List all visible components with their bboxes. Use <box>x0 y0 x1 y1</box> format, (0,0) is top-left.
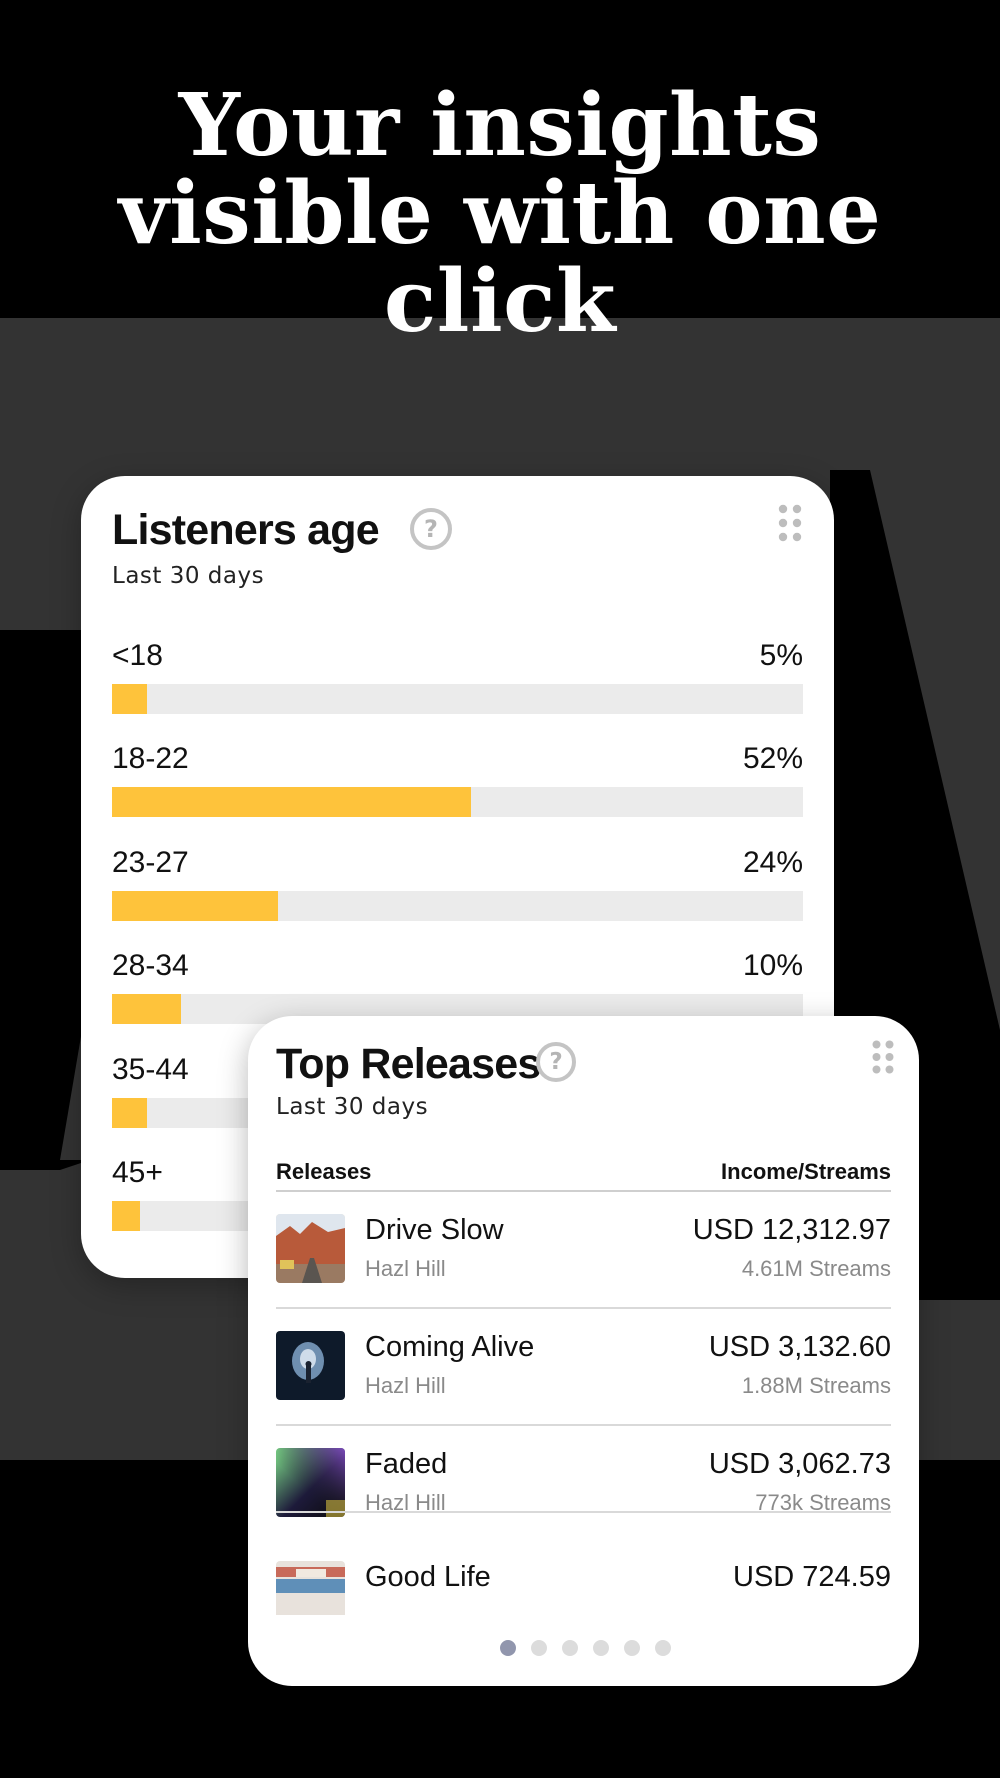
pagination-dot[interactable] <box>500 1640 516 1656</box>
age-bar-fill <box>112 684 147 714</box>
row-divider <box>276 1511 891 1513</box>
release-row[interactable]: Faded Hazl Hill USD 3,062.73 773k Stream… <box>276 1424 891 1542</box>
age-percent: 5% <box>759 639 803 672</box>
release-income: USD 3,132.60 <box>708 1331 891 1363</box>
release-cover-image <box>276 1448 345 1517</box>
column-header-releases[interactable]: Releases <box>276 1159 372 1184</box>
age-label: 23-27 <box>112 846 189 879</box>
age-label: 28-34 <box>112 949 189 982</box>
pagination-dot[interactable] <box>593 1640 609 1656</box>
release-row[interactable]: Coming Alive Hazl Hill USD 3,132.60 1.88… <box>276 1307 891 1425</box>
listeners-age-title: Listeners age <box>112 506 380 554</box>
top-releases-card: Top Releases ? Last 30 days Releases Inc… <box>248 1016 919 1686</box>
release-streams: 1.88M Streams <box>741 1373 891 1398</box>
age-bar-fill <box>112 787 472 817</box>
age-percent: 24% <box>742 846 803 879</box>
age-row: 23-27 24% <box>112 845 803 937</box>
column-header-income-streams[interactable]: Income/Streams <box>721 1159 891 1184</box>
release-cover-image <box>276 1561 345 1615</box>
release-artist: Hazl Hill <box>365 1373 446 1398</box>
pagination-dot[interactable] <box>562 1640 578 1656</box>
age-row: <18 5% <box>112 638 803 730</box>
headline-line-3: click <box>383 251 617 352</box>
row-divider <box>276 1190 891 1192</box>
pagination-dots <box>248 1640 921 1656</box>
age-bar-fill <box>112 994 182 1024</box>
age-row: 18-22 52% <box>112 741 803 833</box>
release-title: Faded <box>365 1448 448 1480</box>
top-releases-title: Top Releases <box>276 1040 541 1088</box>
release-income: USD 12,312.97 <box>692 1214 891 1246</box>
release-streams: 773k Streams <box>755 1490 891 1515</box>
age-bar-track <box>112 684 803 714</box>
headline-line-1: Your insights <box>178 75 822 176</box>
drag-handle-icon[interactable] <box>778 504 802 542</box>
release-cover-image <box>276 1331 345 1400</box>
release-income: USD 3,062.73 <box>708 1448 891 1480</box>
row-divider <box>276 1424 891 1426</box>
age-label: 45+ <box>112 1156 163 1189</box>
age-bar-track <box>112 891 803 921</box>
release-list-clip: Good Life USD 724.59 <box>276 1511 891 1615</box>
age-bar-fill <box>112 891 278 921</box>
release-artist: Hazl Hill <box>365 1490 446 1515</box>
age-bar-track <box>112 787 803 817</box>
pagination-dot[interactable] <box>624 1640 640 1656</box>
age-label: <18 <box>112 639 163 672</box>
release-income: USD 724.59 <box>733 1561 891 1593</box>
age-percent: 10% <box>742 949 803 982</box>
listeners-age-subtitle: Last 30 days <box>112 563 265 589</box>
row-divider <box>276 1307 891 1309</box>
release-cover-image <box>276 1214 345 1283</box>
release-artist: Hazl Hill <box>365 1256 446 1281</box>
age-bar-fill <box>112 1098 147 1128</box>
release-title: Drive Slow <box>365 1214 504 1246</box>
release-title: Coming Alive <box>365 1331 535 1363</box>
headline: Your insights visible with one click <box>0 82 1000 346</box>
release-row[interactable]: Good Life USD 724.59 <box>276 1511 891 1615</box>
pagination-dot[interactable] <box>655 1640 671 1656</box>
top-releases-subtitle: Last 30 days <box>276 1094 429 1120</box>
question-circle-icon[interactable]: ? <box>410 508 452 550</box>
question-circle-icon[interactable]: ? <box>536 1042 576 1082</box>
pagination-dot[interactable] <box>531 1640 547 1656</box>
release-row[interactable]: Drive Slow Hazl Hill USD 12,312.97 4.61M… <box>276 1190 891 1308</box>
release-title: Good Life <box>365 1561 491 1593</box>
age-label: 18-22 <box>112 742 189 775</box>
headline-line-2: visible with one <box>118 163 882 264</box>
age-label: 35-44 <box>112 1053 189 1086</box>
drag-handle-icon[interactable] <box>872 1040 894 1074</box>
release-streams: 4.61M Streams <box>741 1256 891 1281</box>
age-bar-fill <box>112 1201 140 1231</box>
age-percent: 52% <box>742 742 803 775</box>
